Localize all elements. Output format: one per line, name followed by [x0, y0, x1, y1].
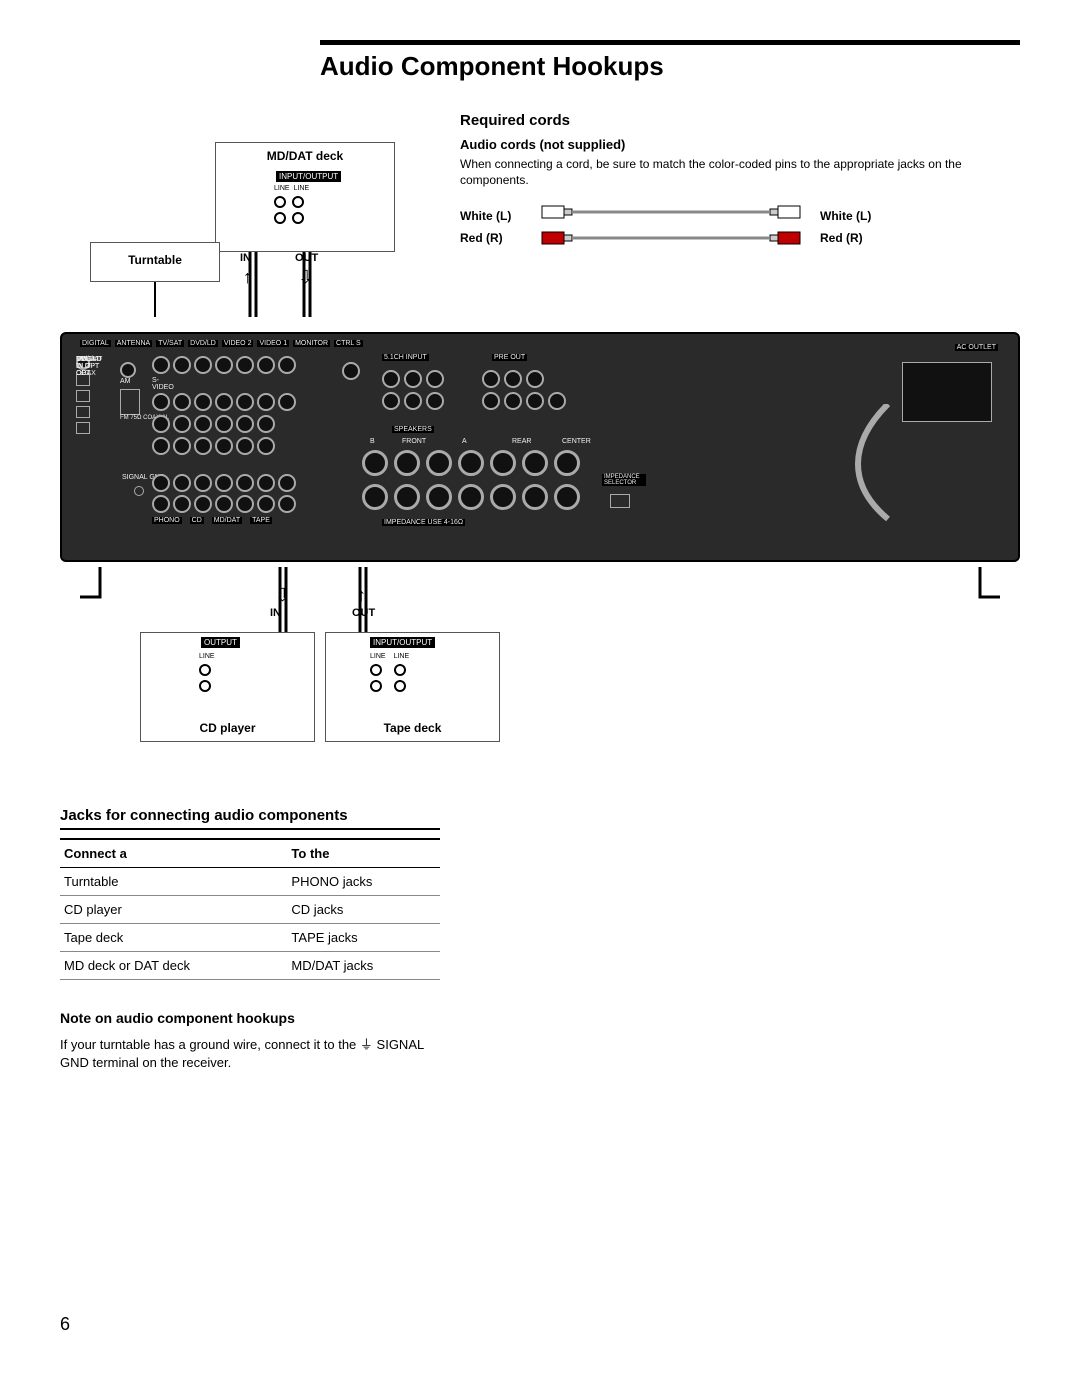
page-number: 6: [60, 1314, 70, 1335]
top-rule: [320, 40, 1020, 45]
jacks-heading: Jacks for connecting audio components: [60, 807, 1020, 824]
tape-deck-label: Tape deck: [326, 721, 499, 735]
receiver-panel: DIGITAL ANTENNA TV/SAT DVD/LD VIDEO 2 VI…: [60, 332, 1020, 562]
white-l-label-left: White (L): [460, 209, 530, 223]
cords-subhead: Audio cords (not supplied): [460, 137, 1020, 152]
page-title: Audio Component Hookups: [320, 51, 1020, 82]
audio-cord-icon: [540, 202, 810, 252]
required-cords-section: Required cords Audio cords (not supplied…: [460, 112, 1020, 322]
arrow-up-icon-2: ↑: [357, 585, 366, 606]
red-r-label-right: Red (R): [820, 231, 890, 245]
cd-player-label: CD player: [141, 721, 314, 735]
table-row: TurntablePHONO jacks: [60, 868, 440, 896]
bottom-diagram: IN OUT ⇩ ↑ OUTPUT LINE CD player INPUT/O…: [60, 577, 1020, 747]
note-heading: Note on audio component hookups: [60, 1010, 1020, 1026]
white-l-label-right: White (L): [820, 209, 890, 223]
arrow-down-icon-2: ⇩: [275, 585, 290, 606]
jacks-rule: [60, 828, 440, 830]
red-r-label-left: Red (R): [460, 231, 530, 245]
note-text: If your turntable has a ground wire, con…: [60, 1036, 440, 1072]
power-cord-icon: [828, 404, 908, 524]
in-label-2: IN: [270, 607, 281, 619]
table-row: CD playerCD jacks: [60, 896, 440, 924]
table-row: Tape deckTAPE jacks: [60, 924, 440, 952]
required-cords-heading: Required cords: [460, 112, 1020, 129]
gnd-terminal-icon: [134, 486, 144, 496]
jacks-table: Connect a To the TurntablePHONO jacks CD…: [60, 838, 440, 980]
top-diagram: MD/DAT deck INPUT/OUTPUT LINE LINE Turnt…: [60, 112, 440, 322]
jacks-head-b: To the: [287, 839, 440, 868]
table-row: MD deck or DAT deckMD/DAT jacks: [60, 952, 440, 980]
out-label-2: OUT: [352, 607, 375, 619]
top-wires-icon: [60, 112, 440, 322]
impedance-switch-icon: [610, 494, 630, 508]
cords-text: When connecting a cord, be sure to match…: [460, 156, 1020, 188]
ground-symbol-icon: ⏚: [360, 1037, 373, 1052]
jacks-head-a: Connect a: [60, 839, 287, 868]
ac-outlet-icon: [902, 362, 992, 422]
